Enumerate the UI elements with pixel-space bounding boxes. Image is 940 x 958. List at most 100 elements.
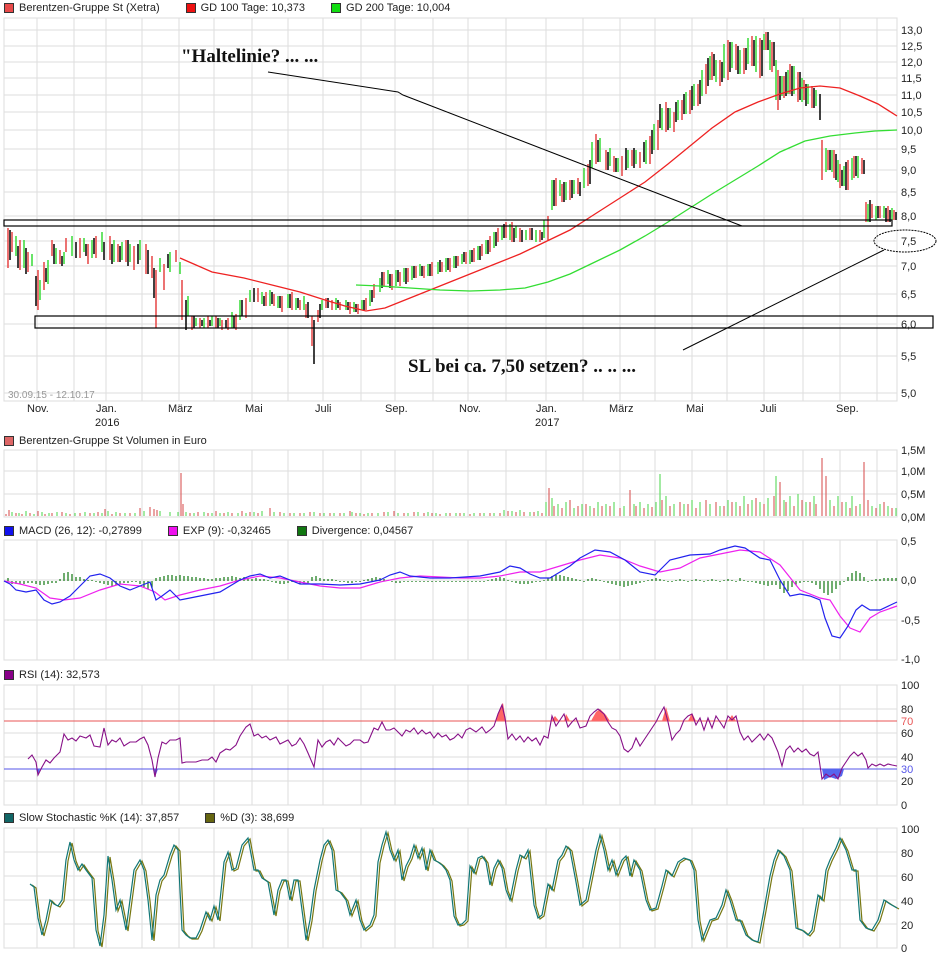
volume-swatch-icon (4, 436, 14, 446)
svg-text:9,5: 9,5 (901, 144, 916, 156)
price-legend: Berentzen-Gruppe St (Xetra) GD 100 Tage:… (4, 1, 476, 15)
macd-y-axis: 0,5 0,0 -0,5 -1,0 (901, 536, 920, 666)
svg-text:40: 40 (901, 896, 913, 908)
gd200-swatch-icon (331, 3, 342, 13)
svg-text:7,0: 7,0 (901, 261, 916, 273)
svg-text:0,0M: 0,0M (901, 512, 925, 524)
svg-text:70: 70 (901, 716, 913, 728)
price-y-axis: 13,0 12,5 12,0 11,5 11,0 10,5 10,0 9,5 9… (901, 25, 922, 400)
legend-macd: MACD (26, 12): -0,27899 (4, 525, 142, 537)
legend-divergence: Divergence: 0,04567 (296, 525, 413, 537)
macd-swatch-icon (4, 526, 14, 536)
svg-text:8,0: 8,0 (901, 211, 916, 223)
trendline-haltelinie (267, 71, 743, 227)
volume-legend: Berentzen-Gruppe St Volumen in Euro (4, 434, 233, 448)
svg-text:2017: 2017 (535, 417, 559, 429)
legend-exp: EXP (9): -0,32465 (167, 525, 271, 537)
rsi-legend: RSI (14): 32,573 (4, 668, 126, 682)
exp-swatch-icon (167, 526, 178, 536)
price-panel: "Haltelinie? ... ... SL bei ca. 7,50 set… (3, 17, 937, 402)
svg-text:30: 30 (901, 764, 913, 776)
volume-panel: 1,5M 1,0M 0,5M 0,0M (3, 445, 925, 524)
macd-line (3, 545, 898, 639)
svg-text:Juli: Juli (760, 403, 777, 415)
gd100-swatch-icon (185, 3, 196, 13)
svg-text:März: März (609, 403, 633, 415)
svg-text:80: 80 (901, 848, 913, 860)
svg-text:Sep.: Sep. (836, 403, 859, 415)
legend-gd200: GD 200 Tage: 10,004 (331, 2, 450, 14)
svg-text:Nov.: Nov. (459, 403, 481, 415)
svg-text:12,0: 12,0 (901, 57, 922, 69)
svg-text:60: 60 (901, 872, 913, 884)
svg-text:0,5: 0,5 (901, 536, 916, 548)
svg-text:20: 20 (901, 920, 913, 932)
stoch-d-swatch-icon (205, 813, 216, 823)
gd100-line (179, 85, 898, 312)
svg-text:1,5M: 1,5M (901, 445, 925, 457)
svg-text:10,5: 10,5 (901, 107, 922, 119)
stoch-k-swatch-icon (4, 813, 14, 823)
stoch-panel: 100 80 60 40 20 0 (3, 824, 919, 955)
svg-text:Mai: Mai (686, 403, 704, 415)
svg-text:0: 0 (901, 943, 907, 955)
support-box-lower (34, 315, 934, 329)
svg-text:0,5M: 0,5M (901, 489, 925, 501)
svg-text:6,5: 6,5 (901, 289, 916, 301)
rsi-y-axis: 100 80 70 60 40 30 20 0 (901, 680, 919, 812)
rsi-line (27, 703, 898, 781)
svg-text:9,0: 9,0 (901, 165, 916, 177)
svg-text:100: 100 (901, 824, 919, 836)
macd-legend: MACD (26, 12): -0,27899 EXP (9): -0,3246… (4, 524, 439, 538)
svg-text:80: 80 (901, 704, 913, 716)
svg-text:5,5: 5,5 (901, 351, 916, 363)
legend-price: Berentzen-Gruppe St (Xetra) (4, 2, 160, 14)
svg-text:-1,0: -1,0 (901, 654, 920, 666)
support-box-upper (3, 219, 893, 227)
svg-text:0: 0 (901, 800, 907, 812)
legend-stoch-k: Slow Stochastic %K (14): 37,857 (4, 812, 179, 824)
svg-text:100: 100 (901, 680, 919, 692)
annotation-stoploss: SL bei ca. 7,50 setzen? .. .. ... (408, 356, 636, 377)
legend-volume: Berentzen-Gruppe St Volumen in Euro (4, 435, 207, 447)
stoch-k-line (29, 829, 898, 947)
svg-text:0,0: 0,0 (901, 575, 916, 587)
svg-text:12,5: 12,5 (901, 41, 922, 53)
svg-text:20: 20 (901, 776, 913, 788)
gd200-line (355, 129, 898, 292)
svg-text:Juli: Juli (315, 403, 332, 415)
rsi-panel: 100 80 70 60 40 30 20 0 (3, 680, 919, 812)
svg-text:1,0M: 1,0M (901, 466, 925, 478)
svg-text:10,0: 10,0 (901, 125, 922, 137)
date-range-label: 30.09.15 - 12.10.17 (8, 390, 95, 401)
svg-text:13,0: 13,0 (901, 25, 922, 37)
svg-text:60: 60 (901, 728, 913, 740)
svg-text:März: März (168, 403, 192, 415)
macd-exp-line (3, 549, 898, 633)
svg-text:8,5: 8,5 (901, 187, 916, 199)
divergence-swatch-icon (296, 526, 307, 536)
svg-text:40: 40 (901, 752, 913, 764)
svg-text:6,0: 6,0 (901, 319, 916, 331)
svg-text:2016: 2016 (95, 417, 119, 429)
price-bars (7, 32, 897, 364)
stoch-legend: Slow Stochastic %K (14): 37,857 %D (3): … (4, 811, 320, 825)
stoploss-ellipse (873, 229, 937, 253)
stoch-y-axis: 100 80 60 40 20 0 (901, 824, 919, 955)
svg-text:11,5: 11,5 (901, 73, 922, 85)
svg-text:Sep.: Sep. (385, 403, 408, 415)
macd-panel: 0,5 0,0 -0,5 -1,0 (3, 536, 920, 666)
svg-text:Jan.: Jan. (96, 403, 117, 415)
svg-text:5,0: 5,0 (901, 388, 916, 400)
rsi-swatch-icon (4, 670, 14, 680)
legend-rsi: RSI (14): 32,573 (4, 669, 100, 681)
x-axis: Nov. Jan. März Mai Juli Sep. Nov. Jan. M… (27, 403, 859, 429)
legend-gd100: GD 100 Tage: 10,373 (185, 2, 305, 14)
svg-text:7,5: 7,5 (901, 236, 916, 248)
trendline-stoploss (682, 249, 885, 351)
price-swatch-icon (4, 3, 14, 13)
legend-stoch-d: %D (3): 38,699 (205, 812, 294, 824)
svg-text:-0,5: -0,5 (901, 615, 920, 627)
volume-bars (5, 458, 897, 516)
